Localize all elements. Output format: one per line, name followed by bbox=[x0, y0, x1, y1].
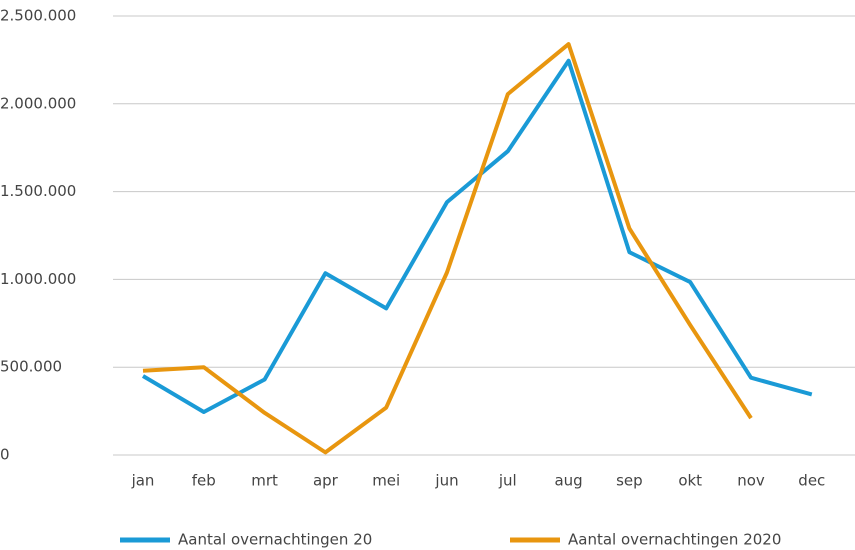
x-tick-label: dec bbox=[798, 472, 825, 490]
x-tick-label: aug bbox=[554, 472, 582, 490]
y-tick-label: 1.000.000 bbox=[0, 270, 76, 288]
y-tick-label: 2.000.000 bbox=[0, 94, 76, 112]
x-tick-label: nov bbox=[737, 472, 765, 490]
series-line bbox=[142, 42, 753, 455]
x-tick-label: apr bbox=[313, 472, 339, 490]
x-tick-label: feb bbox=[192, 472, 216, 490]
legend-label: Aantal overnachtingen 20 bbox=[178, 531, 372, 549]
x-tick-label: okt bbox=[678, 472, 702, 490]
y-tick-label: 500.000 bbox=[0, 358, 62, 376]
x-tick-label: mrt bbox=[251, 472, 278, 490]
y-tick-label: 1.500.000 bbox=[0, 182, 76, 200]
x-tick-label: mei bbox=[372, 472, 400, 490]
x-tick-label: sep bbox=[616, 472, 643, 490]
x-tick-label: jun bbox=[434, 472, 458, 490]
series-line bbox=[141, 58, 813, 414]
y-tick-label: 2.500.000 bbox=[0, 7, 76, 25]
legend-label: Aantal overnachtingen 2020 bbox=[568, 531, 781, 549]
x-tick-label: jan bbox=[131, 472, 155, 490]
y-tick-label: 0 bbox=[0, 446, 10, 464]
x-tick-label: jul bbox=[498, 472, 517, 490]
